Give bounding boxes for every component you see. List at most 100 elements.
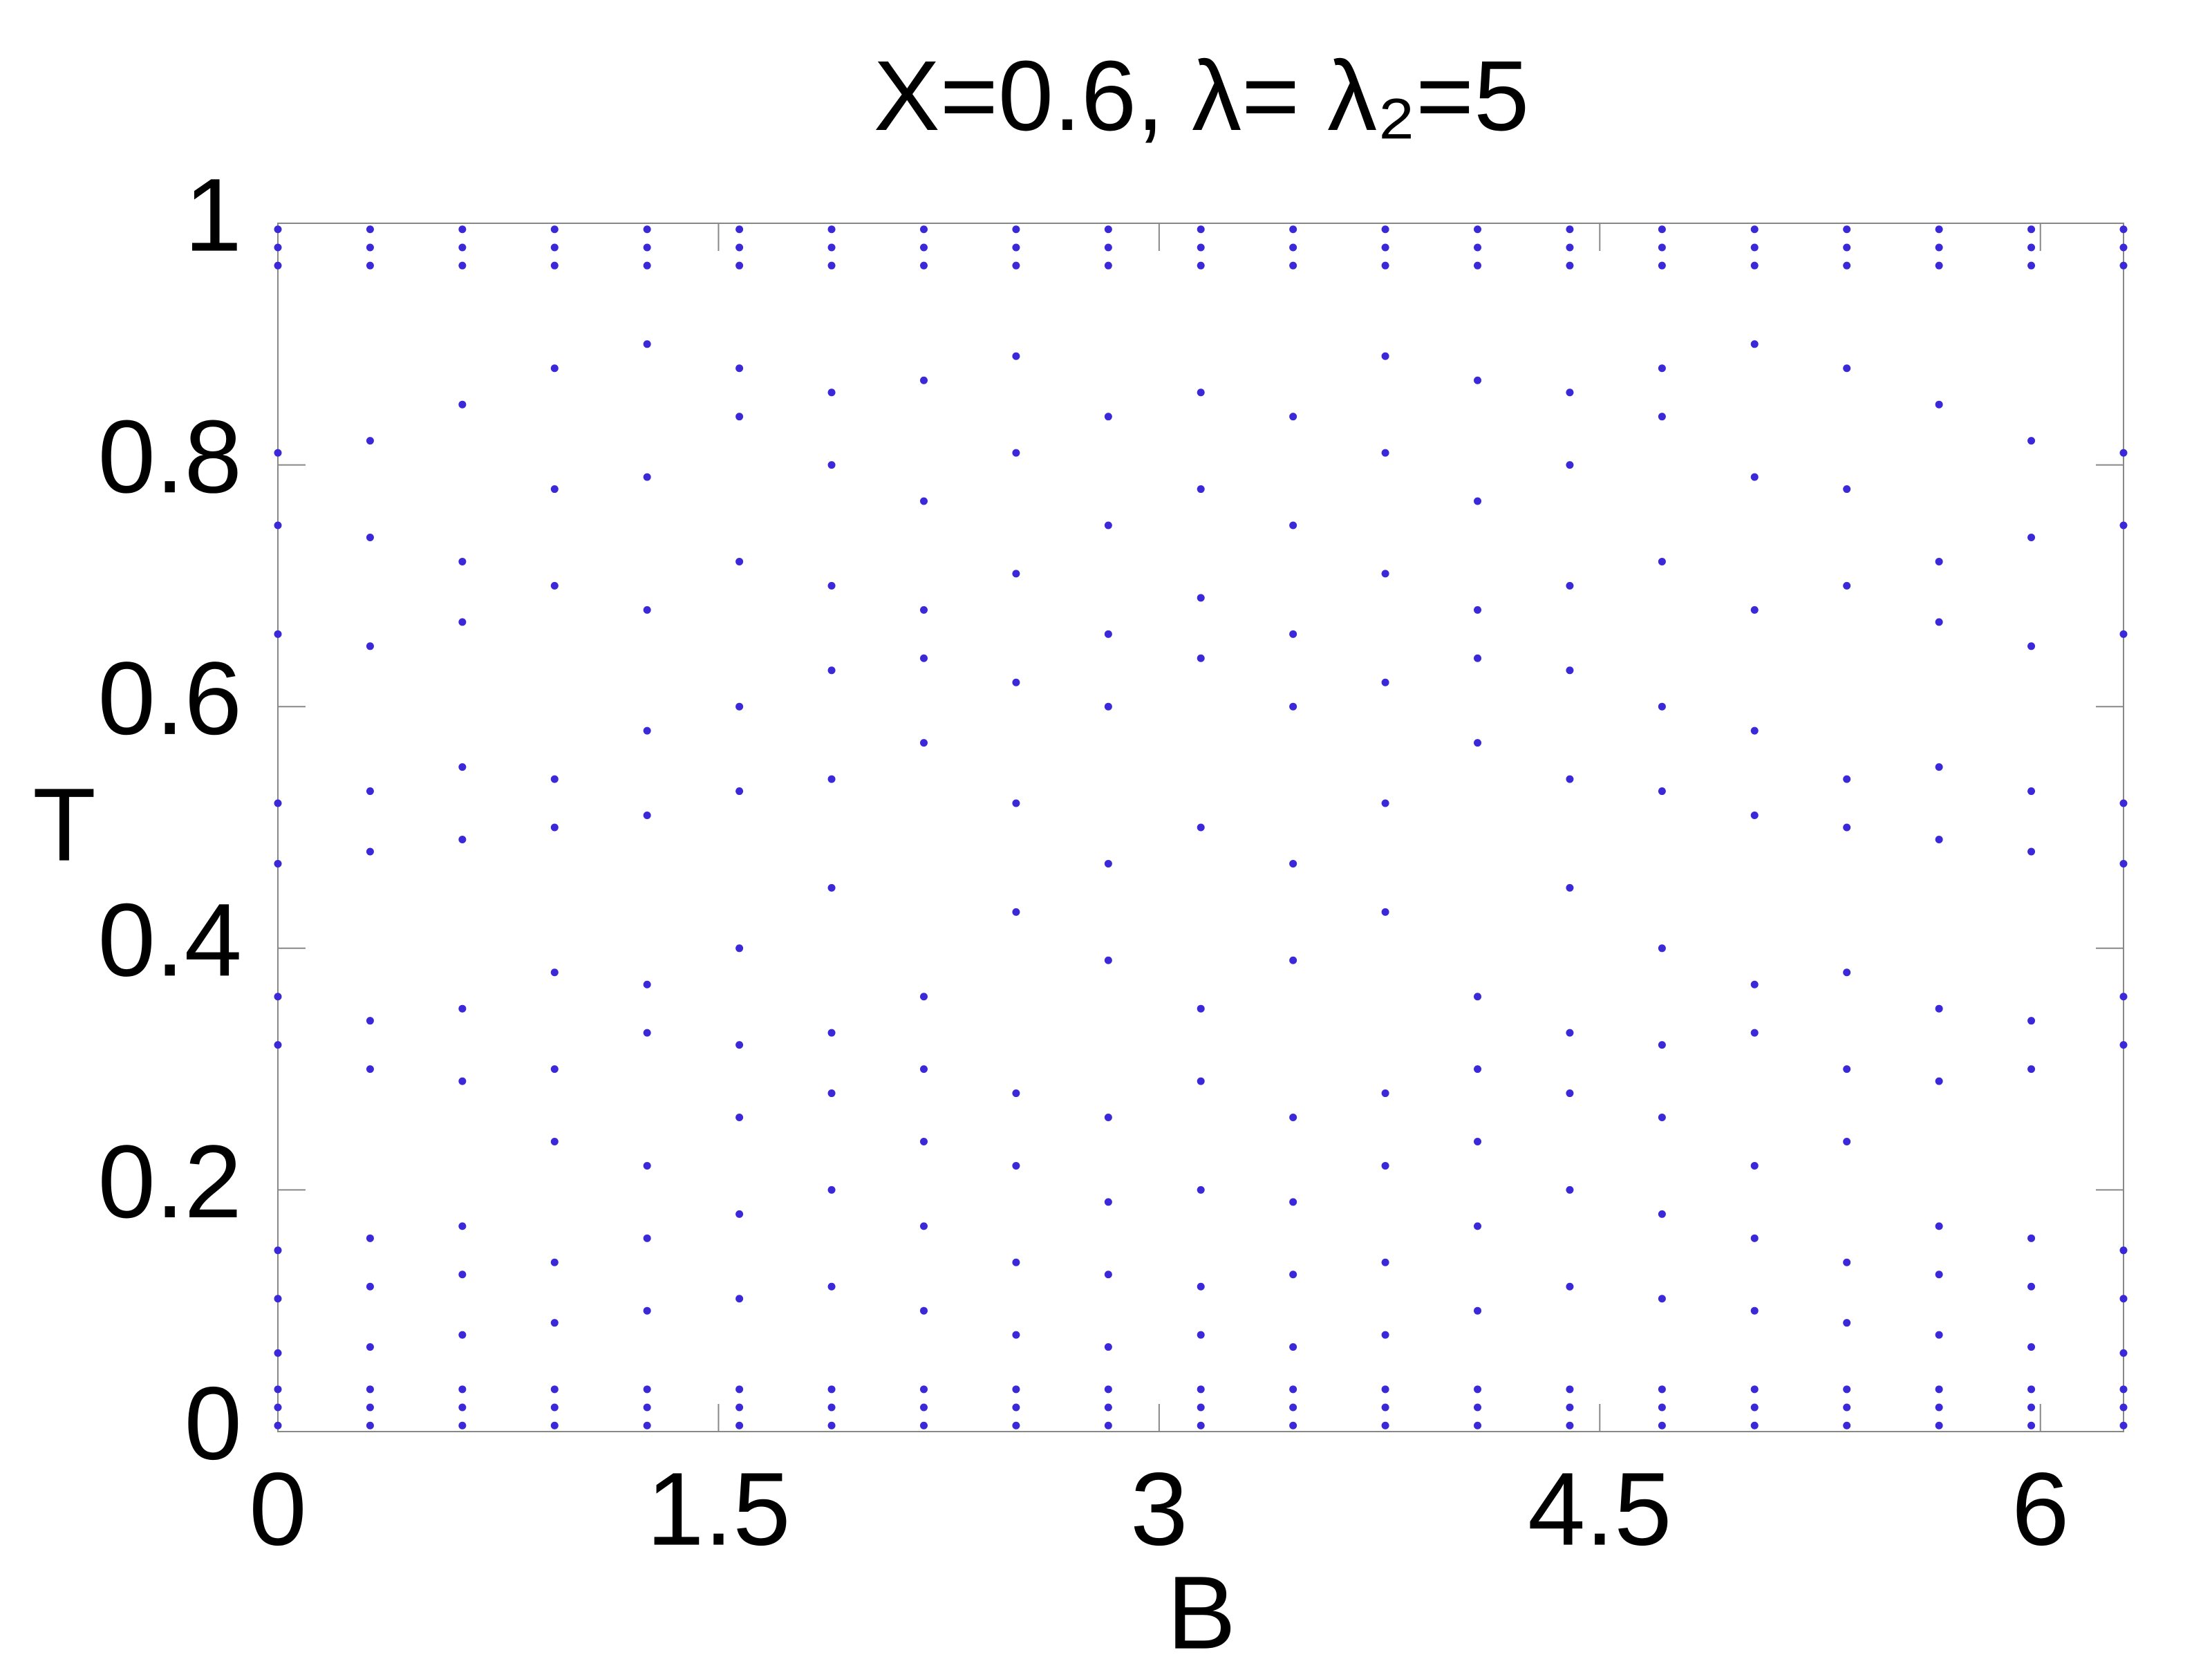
point — [735, 1421, 744, 1430]
point — [366, 1343, 374, 1351]
point — [1935, 261, 1943, 270]
point — [366, 1385, 374, 1394]
point — [1012, 908, 1020, 916]
point — [2119, 225, 2128, 234]
point — [2027, 1421, 2036, 1430]
point — [1750, 1421, 1759, 1430]
point — [1197, 1185, 1205, 1194]
point — [1012, 1331, 1020, 1339]
point — [458, 225, 467, 234]
point — [274, 243, 282, 252]
point — [1843, 1319, 1851, 1327]
point — [1197, 1077, 1205, 1085]
point — [1104, 1198, 1112, 1206]
point — [1012, 678, 1020, 686]
point — [550, 1421, 559, 1430]
point — [1197, 594, 1205, 602]
point — [458, 1222, 467, 1230]
point — [1289, 225, 1297, 234]
point — [2027, 1385, 2036, 1394]
point — [1658, 1210, 1666, 1218]
point — [366, 533, 374, 541]
point — [1474, 225, 1482, 234]
point — [1012, 225, 1020, 234]
point — [1843, 364, 1851, 373]
point — [550, 1319, 559, 1327]
point — [1935, 835, 1943, 843]
point — [1381, 678, 1389, 686]
point — [1197, 485, 1205, 494]
point — [550, 1065, 559, 1074]
point — [1197, 1282, 1205, 1291]
x-tick-label: 3 — [1130, 1451, 1188, 1567]
point — [1750, 812, 1759, 820]
point — [2027, 261, 2036, 270]
point — [1566, 461, 1574, 469]
x-tick-label: 1.5 — [646, 1451, 791, 1567]
point — [2027, 533, 2036, 541]
point — [1843, 1421, 1851, 1430]
point — [1289, 956, 1297, 964]
point — [550, 775, 559, 783]
point — [1012, 1385, 1020, 1394]
point — [550, 225, 559, 234]
point — [274, 859, 282, 868]
point — [1104, 630, 1112, 638]
point — [550, 1137, 559, 1145]
point — [1104, 243, 1112, 252]
point — [1658, 944, 1666, 953]
point — [735, 364, 744, 373]
point — [1843, 1403, 1851, 1412]
point — [919, 225, 928, 234]
point — [1658, 1403, 1666, 1412]
point — [1289, 1421, 1297, 1430]
point — [458, 835, 467, 843]
point — [1843, 485, 1851, 494]
point — [2119, 993, 2128, 1001]
point — [1012, 261, 1020, 270]
point — [643, 980, 651, 988]
point — [735, 787, 744, 796]
point — [458, 763, 467, 771]
point — [1381, 1385, 1389, 1394]
point — [1843, 775, 1851, 783]
point — [827, 243, 836, 252]
point — [2027, 787, 2036, 796]
point — [1935, 557, 1943, 565]
point — [366, 1234, 374, 1242]
point — [1474, 1065, 1482, 1074]
point — [2119, 1295, 2128, 1303]
point — [1381, 261, 1389, 270]
point — [827, 1282, 836, 1291]
point — [2027, 1403, 2036, 1412]
point — [1012, 1161, 1020, 1170]
point — [1474, 1385, 1482, 1394]
point — [458, 243, 467, 252]
point — [1658, 413, 1666, 421]
point — [1935, 400, 1943, 409]
point — [274, 1246, 282, 1255]
point — [366, 1017, 374, 1025]
point — [1012, 570, 1020, 578]
point — [1289, 243, 1297, 252]
point — [274, 225, 282, 234]
point — [1104, 1385, 1112, 1394]
point — [827, 1385, 836, 1394]
point — [2119, 630, 2128, 638]
point — [366, 225, 374, 234]
point — [274, 261, 282, 270]
point — [366, 1282, 374, 1291]
point — [1104, 1403, 1112, 1412]
point — [1658, 364, 1666, 373]
point — [458, 261, 467, 270]
point — [1750, 606, 1759, 614]
point — [1843, 243, 1851, 252]
point — [1104, 1114, 1112, 1122]
point — [2119, 1349, 2128, 1357]
point — [2027, 1343, 2036, 1351]
point — [643, 606, 651, 614]
point — [643, 727, 651, 735]
point — [274, 993, 282, 1001]
point — [735, 1210, 744, 1218]
point — [1197, 1004, 1205, 1013]
